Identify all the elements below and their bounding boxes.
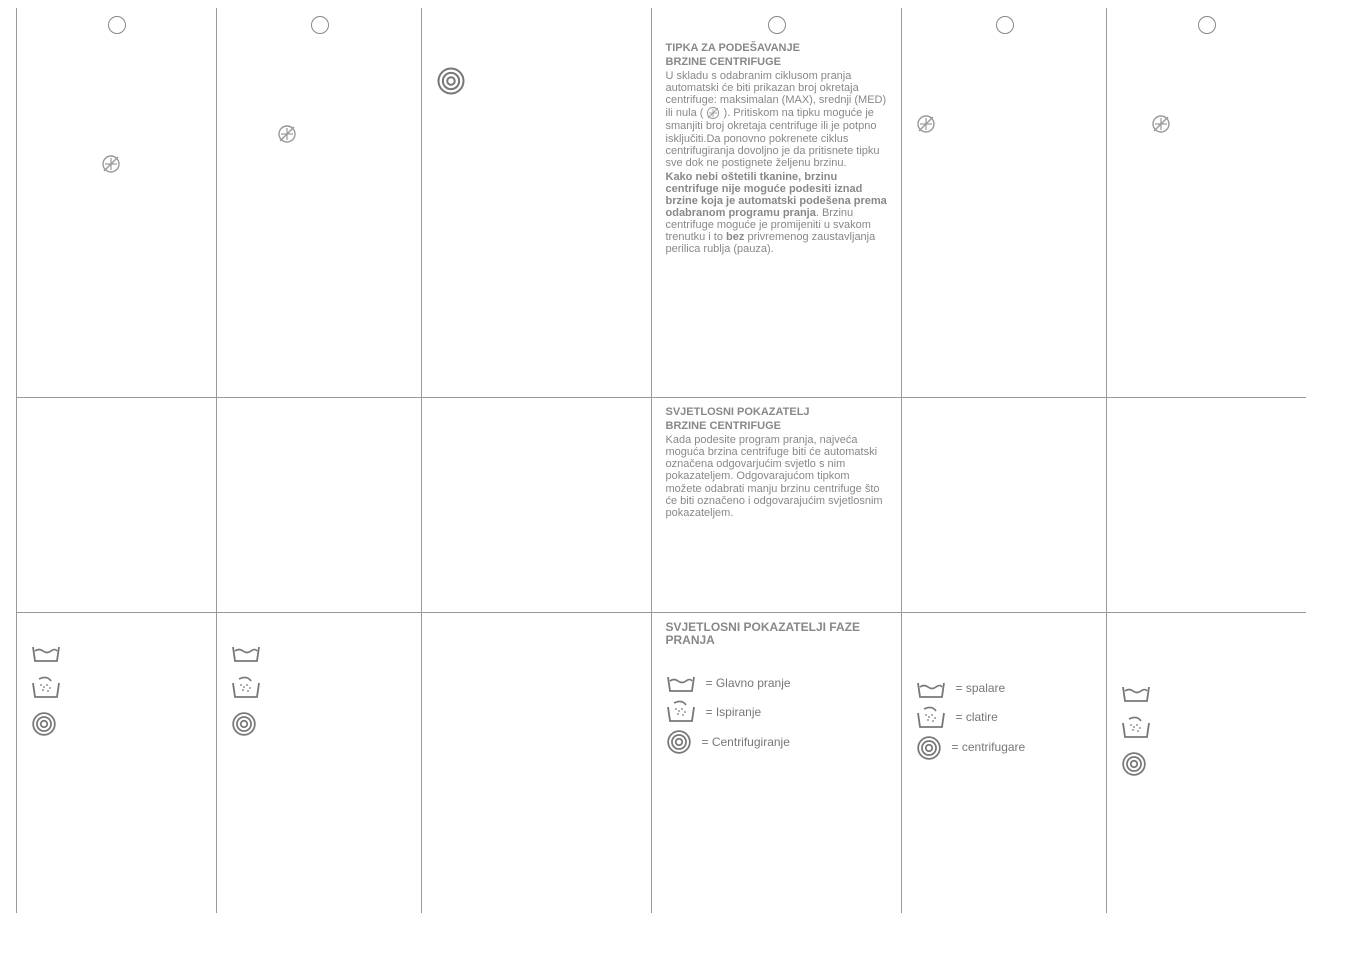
r2c1	[16, 398, 216, 613]
legend-label: = Glavno pranje	[706, 677, 791, 690]
legend-label: = clatire	[956, 711, 998, 724]
wash-basin-icon	[916, 677, 946, 701]
nospin-icon	[277, 124, 409, 144]
spiral-icon	[231, 711, 257, 737]
r1c1	[16, 8, 216, 398]
legend-row: = centrifugare	[916, 735, 1094, 761]
r1c5	[901, 8, 1106, 398]
body-text: Kako nebi oštetili tkanine, brzinu centr…	[666, 171, 889, 256]
phase-icons	[1121, 681, 1294, 777]
phase-icons	[31, 641, 204, 737]
rinse-shower-icon	[31, 675, 61, 701]
legend-label: = centrifugare	[952, 741, 1026, 754]
r3c1	[16, 613, 216, 913]
r3c4: SVJETLOSNI POKAZATELJI FAZE PRANJA = Gla…	[651, 613, 901, 913]
spiral-icon	[31, 711, 57, 737]
title: BRZINE CENTRIFUGE	[666, 56, 782, 68]
spiral-icon	[666, 729, 692, 755]
legend-row: = Ispiranje	[666, 699, 889, 725]
spiral-icon	[436, 66, 639, 96]
r1c6	[1106, 8, 1306, 398]
legend-row: = clatire	[916, 705, 1094, 731]
nospin-icon	[706, 106, 720, 120]
rinse-shower-icon	[231, 675, 261, 701]
nospin-icon	[101, 154, 204, 174]
r1c3	[421, 8, 651, 398]
legend-label: = Centrifugiranje	[702, 736, 790, 749]
r2c5	[901, 398, 1106, 613]
body-text: U skladu s odabranim ciklusom pranja aut…	[666, 70, 889, 169]
spiral-icon	[916, 735, 942, 761]
legend-row: = Glavno pranje	[666, 671, 889, 695]
r2c4: SVJETLOSNI POKAZATELJ BRZINE CENTRIFUGE …	[651, 398, 901, 613]
r2c3	[421, 398, 651, 613]
title: SVJETLOSNI POKAZATELJ	[666, 406, 810, 418]
text-bold: Kako nebi oštetili tkanine, brzinu centr…	[666, 171, 887, 219]
r1c4: TIPKA ZA PODEŠAVANJE BRZINE CENTRIFUGE U…	[651, 8, 901, 398]
wash-basin-icon	[31, 641, 61, 665]
circle-outline-icon	[768, 16, 786, 34]
legend-row: = Centrifugiranje	[666, 729, 889, 755]
wash-basin-icon	[231, 641, 261, 665]
body-text: Kada podesite program pranja, najveća mo…	[666, 434, 889, 519]
title: BRZINE CENTRIFUGE	[666, 420, 782, 432]
spiral-icon	[1121, 751, 1147, 777]
legend-label: = spalare	[956, 682, 1006, 695]
legend-label: = Ispiranje	[706, 706, 762, 719]
circle-outline-icon	[108, 16, 126, 34]
wash-basin-icon	[1121, 681, 1151, 705]
rinse-shower-icon	[916, 705, 946, 731]
text-bold: bez	[726, 231, 744, 243]
r2c6	[1106, 398, 1306, 613]
circle-outline-icon	[1198, 16, 1216, 34]
title: SVJETLOSNI POKAZATELJI FAZE PRANJA	[666, 620, 860, 647]
wash-basin-icon	[666, 671, 696, 695]
r3c3	[421, 613, 651, 913]
rinse-shower-icon	[666, 699, 696, 725]
circle-outline-icon	[996, 16, 1014, 34]
title: TIPKA ZA PODEŠAVANJE	[666, 42, 800, 54]
manual-grid: TIPKA ZA PODEŠAVANJE BRZINE CENTRIFUGE U…	[16, 0, 1336, 913]
rinse-shower-icon	[1121, 715, 1151, 741]
r3c2	[216, 613, 421, 913]
r2c2	[216, 398, 421, 613]
phase-icons	[231, 641, 409, 737]
nospin-icon	[916, 114, 1094, 134]
circle-outline-icon	[311, 16, 329, 34]
r1c2	[216, 8, 421, 398]
r3c6	[1106, 613, 1306, 913]
nospin-icon	[1151, 114, 1294, 134]
r3c5: = spalare = clatire = centrifugare	[901, 613, 1106, 913]
legend-row: = spalare	[916, 677, 1094, 701]
